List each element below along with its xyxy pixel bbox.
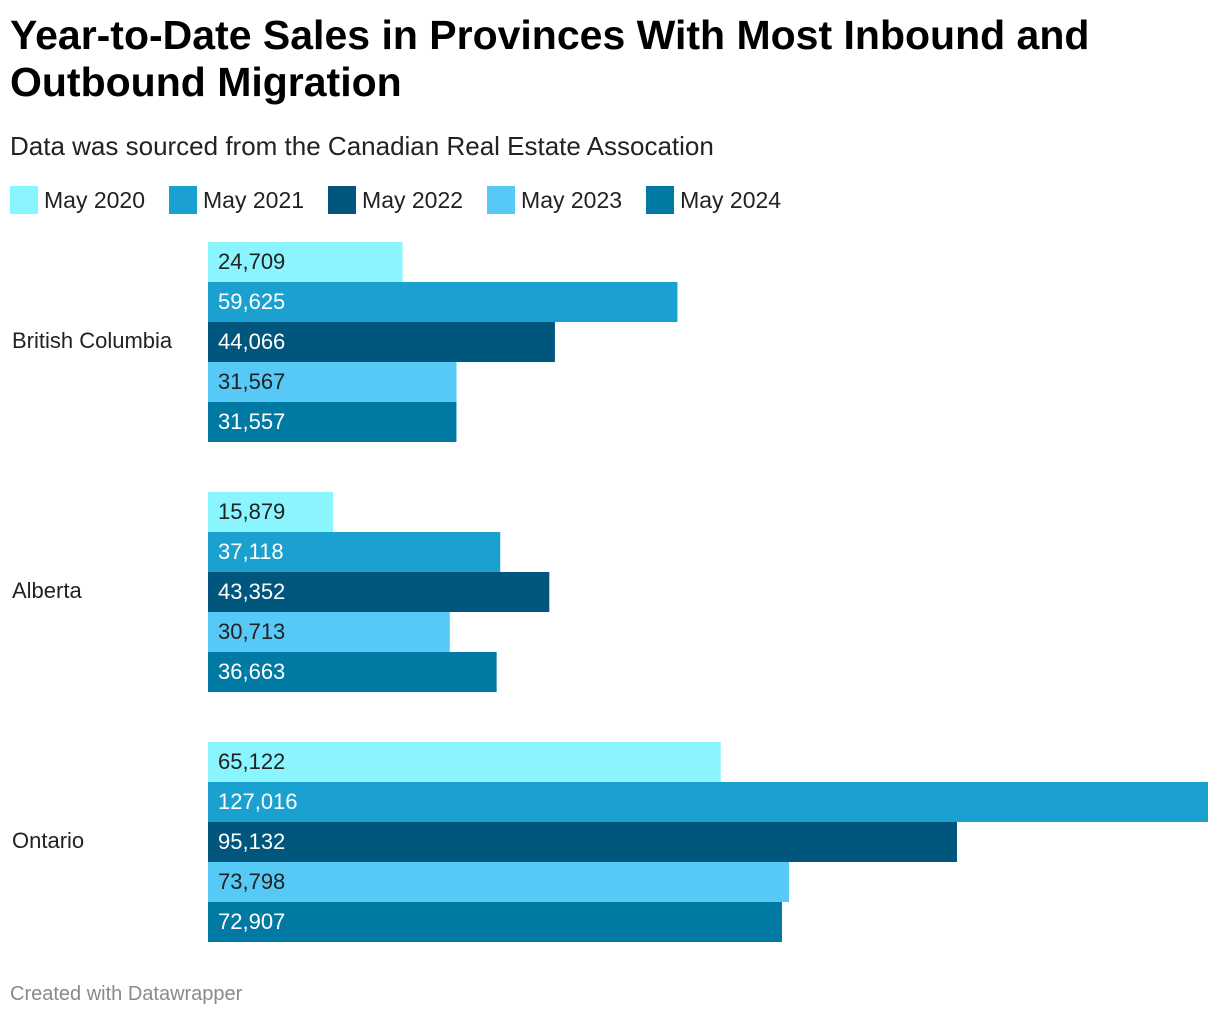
bar-british-columbia-may-2022 xyxy=(208,322,555,362)
chart-subtitle: Data was sourced from the Canadian Real … xyxy=(10,131,714,161)
footer-credit: Created with Datawrapper xyxy=(10,983,243,1005)
legend-item-may-2020: May 2020 xyxy=(10,186,145,214)
legend-swatch xyxy=(328,186,357,214)
bar-british-columbia-may-2024 xyxy=(208,402,457,442)
data-label-ontario-may-2022: 95,132 xyxy=(218,829,285,854)
legend-swatch xyxy=(646,186,675,214)
bar-alberta-may-2024 xyxy=(208,652,497,692)
data-label-british-columbia-may-2020: 24,709 xyxy=(218,249,285,274)
legend-label: May 2020 xyxy=(44,187,146,213)
bar-ontario-may-2022 xyxy=(208,822,957,862)
data-label-alberta-may-2023: 30,713 xyxy=(218,619,285,644)
data-label-ontario-may-2021: 127,016 xyxy=(218,789,298,814)
legend-swatch xyxy=(487,186,516,214)
bar-ontario-may-2024 xyxy=(208,902,782,942)
bar-british-columbia-may-2021 xyxy=(208,282,678,322)
legend-item-may-2023: May 2023 xyxy=(487,186,622,214)
bar-british-columbia-may-2020 xyxy=(208,242,403,282)
legend: May 2020 May 2021 May 2022 May 2023 May … xyxy=(10,184,805,216)
category-label-alberta: Alberta xyxy=(12,578,82,603)
category-label-ontario: Ontario xyxy=(12,828,84,853)
legend-label: May 2022 xyxy=(362,187,464,213)
legend-label: May 2021 xyxy=(203,187,305,213)
data-label-british-columbia-may-2021: 59,625 xyxy=(218,289,285,314)
data-label-ontario-may-2023: 73,798 xyxy=(218,869,285,894)
legend-item-may-2021: May 2021 xyxy=(169,186,304,214)
legend-item-may-2022: May 2022 xyxy=(328,186,463,214)
bar-british-columbia-may-2023 xyxy=(208,362,457,402)
data-label-british-columbia-may-2024: 31,557 xyxy=(218,409,285,434)
data-label-british-columbia-may-2023: 31,567 xyxy=(218,369,285,394)
bar-ontario-may-2020 xyxy=(208,742,721,782)
category-label-british-columbia: British Columbia xyxy=(12,328,173,353)
legend-label: May 2024 xyxy=(680,187,782,213)
data-label-alberta-may-2020: 15,879 xyxy=(218,499,285,524)
legend-label: May 2023 xyxy=(521,187,623,213)
chart-title: Year-to-Date Sales in Provinces With Mos… xyxy=(10,12,1090,105)
legend-swatch xyxy=(10,186,38,214)
legend-swatch xyxy=(169,186,198,214)
legend-item-may-2024: May 2024 xyxy=(646,186,781,214)
bar-alberta-may-2021 xyxy=(208,532,501,572)
data-label-alberta-may-2022: 43,352 xyxy=(218,579,285,604)
data-label-british-columbia-may-2022: 44,066 xyxy=(218,329,285,354)
data-label-alberta-may-2021: 37,118 xyxy=(218,539,284,564)
bar-alberta-may-2023 xyxy=(208,612,450,652)
data-label-alberta-may-2024: 36,663 xyxy=(218,659,285,684)
bar-alberta-may-2022 xyxy=(208,572,550,612)
data-label-ontario-may-2020: 65,122 xyxy=(218,749,285,774)
data-label-ontario-may-2024: 72,907 xyxy=(218,909,285,934)
bar-ontario-may-2023 xyxy=(208,862,790,902)
bar-alberta-may-2020 xyxy=(208,492,334,532)
bar-ontario-may-2021 xyxy=(208,782,1208,822)
